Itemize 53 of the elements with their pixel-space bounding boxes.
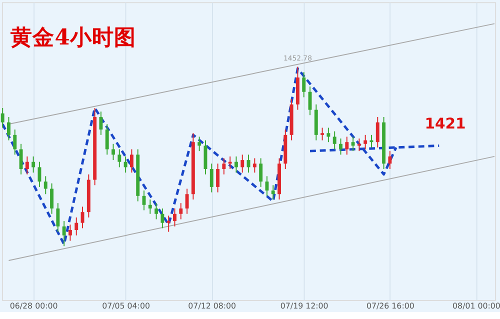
annotation: 1421 [424,115,466,132]
candlestick [68,224,72,242]
candlestick [32,156,36,174]
chart-title: 黄金4小时图 [10,26,136,51]
x-tick-label: 08/01 00:00 [452,301,500,310]
candlestick [345,136,349,156]
candlestick [388,150,392,170]
candlestick [339,138,342,156]
candlestick [13,129,17,156]
x-tick-label: 06/28 00:00 [10,301,58,310]
candlestick [179,202,183,220]
candlestick [326,127,330,143]
candlestick [154,202,158,220]
candlestick [130,148,134,174]
candlestick [25,156,29,175]
candlestick [105,124,109,156]
candlestick [173,208,176,227]
x-tick-label: 07/19 12:00 [280,301,328,310]
candlestick [185,188,189,214]
candlestick [112,143,115,161]
candlestick [198,136,202,152]
candlestick [118,148,122,168]
x-tick-label: 07/05 04:00 [102,301,150,310]
candlestick [234,156,238,174]
candlestick [222,158,226,175]
candlestick [166,215,170,232]
candlestick [216,163,220,193]
candlestick [0,108,4,128]
candlestick [99,111,103,136]
candlestick [124,156,128,174]
candlestick [332,130,336,150]
candlestick [351,136,355,152]
candlestick [44,176,48,195]
x-tick-label: 07/26 16:00 [366,301,414,310]
candlestick [56,202,60,232]
candlestick [252,158,256,174]
candlestick [259,158,263,188]
candlestick [265,176,269,196]
candlestick [62,220,66,247]
x-tick-label: 07/12 08:00 [188,301,236,310]
candlestick [320,127,324,141]
candlestick [302,72,306,98]
candlestick [148,199,152,214]
candlestick [210,163,214,193]
candlestick [240,154,244,174]
candlestick [376,116,380,148]
candlestick [50,182,54,214]
candlestick [271,184,275,200]
candlestick [7,116,10,141]
candlestick [160,208,164,229]
candlestick [364,134,368,150]
candlestick [19,143,23,175]
candlestick [74,216,78,236]
